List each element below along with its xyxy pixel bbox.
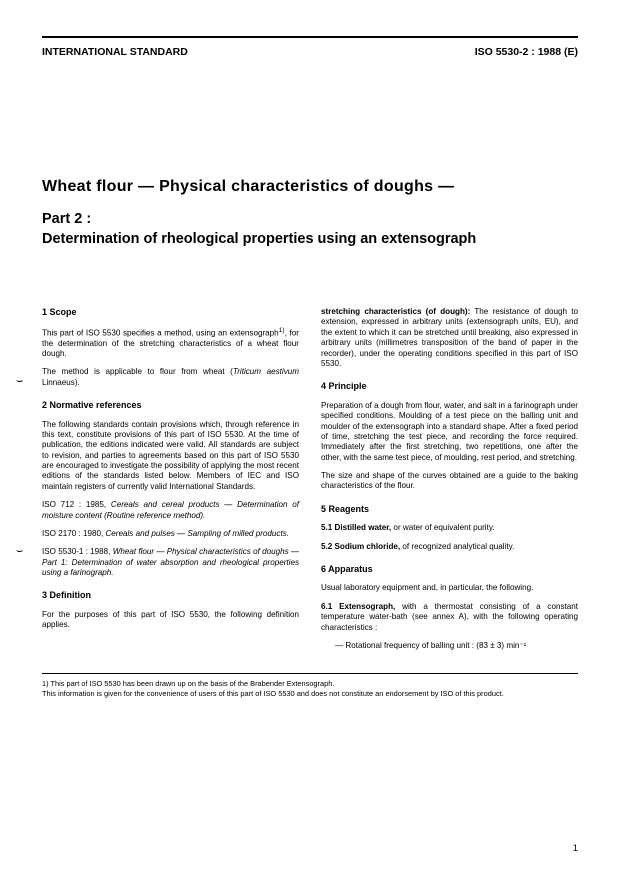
page-number: 1	[573, 843, 578, 854]
ref-1: ISO 712 : 1985, Cereals and cereal produ…	[42, 500, 299, 521]
sec-2-head: 2 Normative references	[42, 400, 299, 412]
sec-4-p1: Preparation of a dough from flour, water…	[321, 401, 578, 463]
sec-6-1: 6.1 Extensograph, with a thermostat cons…	[321, 602, 578, 633]
margin-tick-2: ⌣	[16, 545, 23, 558]
sec-1-p1: This part of ISO 5530 specifies a method…	[42, 327, 299, 360]
sec-3-head: 3 Definition	[42, 590, 299, 602]
margin-tick-1: ⌣	[16, 375, 23, 388]
sec-4-head: 4 Principle	[321, 381, 578, 393]
footnote: 1) This part of ISO 5530 has been drawn …	[42, 679, 578, 699]
part-line2: Determination of rheological properties …	[42, 231, 476, 247]
sec-2-p1: The following standards contain provisio…	[42, 420, 299, 493]
sec-6-head: 6 Apparatus	[321, 564, 578, 576]
body-columns: 1 Scope This part of ISO 5530 specifies …	[42, 307, 578, 659]
sec-1-head: 1 Scope	[42, 307, 299, 319]
header-right: ISO 5530-2 : 1988 (E)	[475, 46, 578, 58]
sec-4-p2: The size and shape of the curves obtaine…	[321, 471, 578, 492]
left-column: 1 Scope This part of ISO 5530 specifies …	[42, 307, 299, 659]
header-left: INTERNATIONAL STANDARD	[42, 46, 188, 58]
definition-body: stretching characteristics (of dough): T…	[321, 307, 578, 369]
sec-5-head: 5 Reagents	[321, 504, 578, 516]
footnote-line1: 1) This part of ISO 5530 has been drawn …	[42, 679, 578, 689]
sec-6-bullet: — Rotational frequency of balling unit :…	[335, 641, 578, 651]
sec-3-p1: For the purposes of this part of ISO 553…	[42, 610, 299, 631]
top-rule	[42, 36, 578, 38]
part-title: Part 2 : Determination of rheological pr…	[42, 210, 578, 249]
footnote-line2: This information is given for the conven…	[42, 689, 578, 699]
part-line1: Part 2 :	[42, 211, 91, 227]
ref-3: ISO 5530-1 : 1988, Wheat flour — Physica…	[42, 547, 299, 578]
sec-1-p2: The method is applicable to flour from w…	[42, 367, 299, 388]
footnote-rule	[42, 673, 578, 674]
header-row: INTERNATIONAL STANDARD ISO 5530-2 : 1988…	[42, 46, 578, 58]
sec-5-1: 5.1 Distilled water, or water of equival…	[321, 523, 578, 533]
sec-5-2: 5.2 Sodium chloride, of recognized analy…	[321, 542, 578, 552]
ref-2: ISO 2170 : 1980, Cereals and pulses — Sa…	[42, 529, 299, 539]
right-column: stretching characteristics (of dough): T…	[321, 307, 578, 659]
main-title: Wheat flour — Physical characteristics o…	[42, 178, 578, 196]
sec-6-p1: Usual laboratory equipment and, in parti…	[321, 583, 578, 593]
